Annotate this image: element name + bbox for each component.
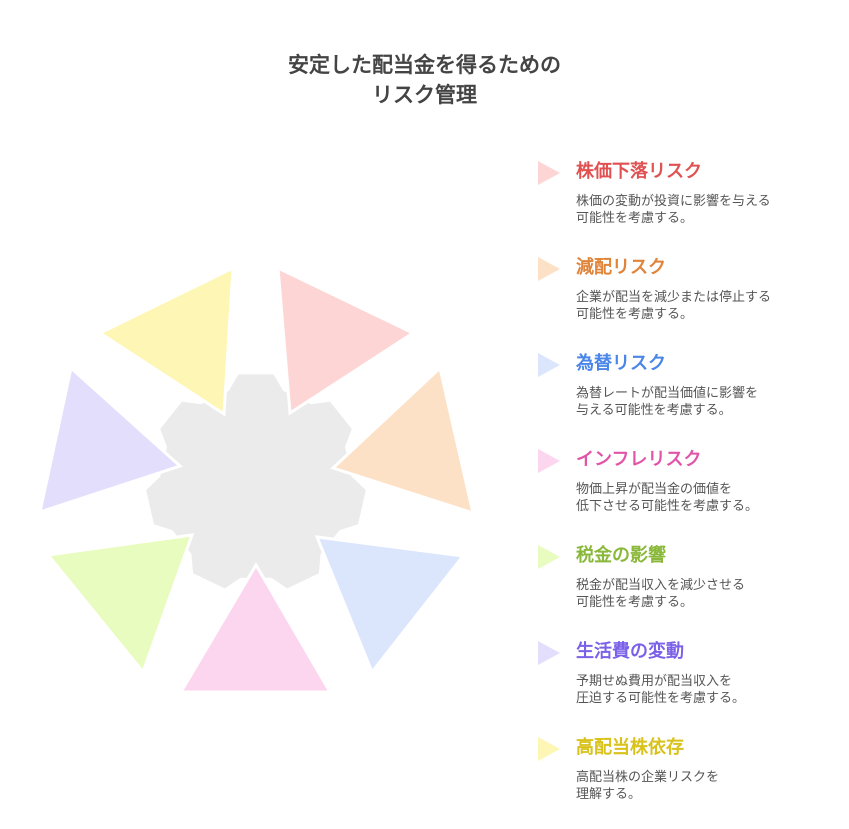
risk-heading: 税金の影響 [576,545,666,566]
triangle-marker-icon [538,737,560,761]
risk-heading: 株価下落リスク [576,161,702,182]
segment-living-cost [37,365,183,515]
risk-description: 予期せぬ費用が配当収入を 圧迫する可能性を考慮する。 [576,674,746,706]
risk-description: 企業が配当を減少または停止する 可能性を考慮する。 [576,290,772,322]
risk-heading: 為替リスク [576,353,666,374]
triangle-marker-icon [538,353,560,377]
risk-description: 高配当株の企業リスクを 理解する。 [576,770,720,802]
risk-heading: 生活費の変動 [576,641,684,662]
risk-description: 為替レートが配当価値に影響を 与える可能性を考慮する。 [576,386,759,418]
center-shape [146,374,366,589]
risk-heading: 減配リスク [576,257,666,278]
title-line-2: リスク管理 [372,83,477,107]
risk-heading: インフレリスク [576,449,702,470]
risk-description: 物価上昇が配当金の価値を 低下させる可能性を考慮する。 [576,482,759,514]
triangle-marker-icon [538,161,560,185]
diagram-title: 安定した配当金を得るための リスク管理 [0,50,849,110]
segment-dividend-cut [330,365,476,516]
segment-tax [45,533,195,676]
title-line-1: 安定した配当金を得るための [288,53,561,77]
segment-inflation [178,562,333,694]
triangle-marker-icon [538,449,560,473]
segment-high-dividend [96,265,235,417]
triangle-marker-icon [538,257,560,281]
risk-description: 株価の変動が投資に影響を与える 可能性を考慮する。 [576,194,771,226]
segment-fx [314,535,466,675]
triangle-marker-icon [538,545,560,569]
risk-description: 税金が配当収入を減少させる 可能性を考慮する。 [576,578,746,610]
segment-stock-price [276,265,417,416]
risk-heading: 高配当株依存 [576,737,684,758]
triangle-marker-icon [538,641,560,665]
